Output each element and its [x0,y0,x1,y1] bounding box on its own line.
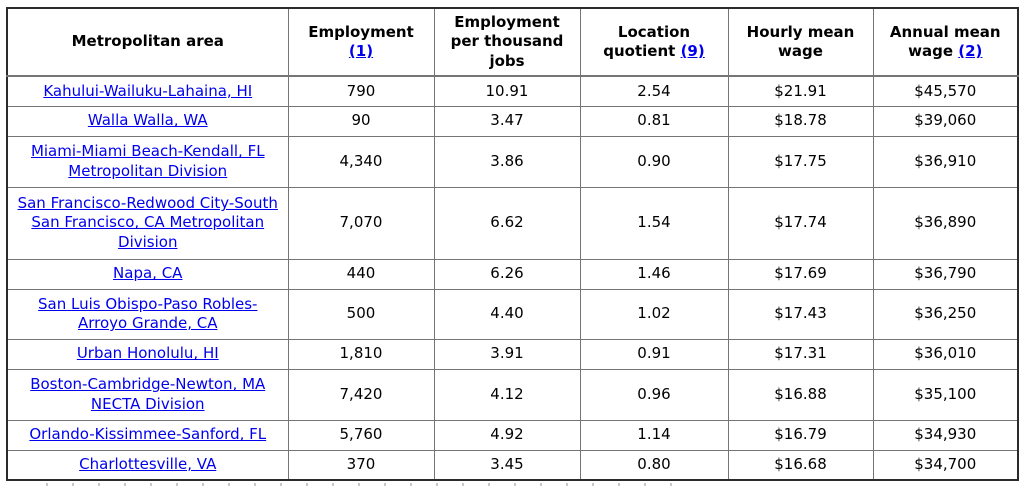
table-row: Charlottesville, VA 370 3.45 0.80 $16.68… [6,449,1019,481]
annual-wage-cell: $34,700 [872,449,1019,481]
hourly-wage-cell: $16.68 [727,449,874,481]
metro-area-cell: Orlando-Kissimmee-Sanford, FL [6,419,289,451]
metro-wage-table: Metropolitan area Employment (1) Employm… [6,7,1019,481]
table-row: San Francisco-Redwood City-South San Fra… [6,186,1019,260]
per-thousand-cell: 6.62 [433,186,581,260]
employment-cell: 1,810 [287,338,435,370]
employment-cell: 4,340 [287,135,435,188]
metro-area-link[interactable]: Napa, CA [113,264,183,283]
per-thousand-cell: 4.92 [433,419,581,451]
location-quotient-cell: 2.54 [579,75,729,107]
location-quotient-cell: 1.14 [579,419,729,451]
footnote-9-link[interactable]: (9) [680,42,705,60]
table-row: Kahului-Wailuku-Lahaina, HI 790 10.91 2.… [6,75,1019,107]
col-header-location-quotient: Location quotient (9) [579,7,729,77]
metro-area-link[interactable]: San Francisco-Redwood City-South San Fra… [17,194,278,251]
hourly-wage-cell: $16.88 [727,368,874,421]
table-row: San Luis Obispo-Paso Robles-Arroyo Grand… [6,288,1019,340]
metro-area-link[interactable]: Miami-Miami Beach-Kendall, FL Metropolit… [30,142,265,180]
annual-wage-cell: $36,910 [872,135,1019,188]
col-header-label: Hourly mean wage [746,22,855,60]
table-row: Walla Walla, WA 90 3.47 0.81 $18.78 $39,… [6,105,1019,137]
col-header-label: Metropolitan area [71,32,224,51]
col-header-employment: Employment (1) [287,7,435,77]
employment-cell: 90 [287,105,435,137]
annual-wage-cell: $36,010 [872,338,1019,370]
per-thousand-cell: 4.12 [433,368,581,421]
location-quotient-cell: 0.81 [579,105,729,137]
per-thousand-cell: 3.47 [433,105,581,137]
per-thousand-cell: 4.40 [433,288,581,340]
location-quotient-cell: 1.46 [579,258,729,290]
table-row: Miami-Miami Beach-Kendall, FL Metropolit… [6,135,1019,188]
annual-wage-cell: $36,790 [872,258,1019,290]
employment-cell: 440 [287,258,435,290]
col-header-hourly-mean-wage: Hourly mean wage [727,7,874,77]
hourly-wage-cell: $17.74 [727,186,874,260]
table-row: Boston-Cambridge-Newton, MA NECTA Divisi… [6,368,1019,421]
annual-wage-cell: $39,060 [872,105,1019,137]
location-quotient-cell: 1.02 [579,288,729,340]
per-thousand-cell: 10.91 [433,75,581,107]
hourly-wage-cell: $21.91 [727,75,874,107]
annual-wage-cell: $36,250 [872,288,1019,340]
metro-area-link[interactable]: Boston-Cambridge-Newton, MA NECTA Divisi… [30,375,266,413]
hourly-wage-cell: $17.31 [727,338,874,370]
metro-area-cell: Boston-Cambridge-Newton, MA NECTA Divisi… [6,368,289,421]
col-header-label: Annual mean wage [889,22,1001,60]
employment-cell: 500 [287,288,435,340]
hourly-wage-cell: $17.69 [727,258,874,290]
clipped-footnote-remnant [46,483,696,486]
header-row: Metropolitan area Employment (1) Employm… [6,7,1019,77]
metro-area-link[interactable]: Urban Honolulu, HI [76,344,219,363]
hourly-wage-cell: $16.79 [727,419,874,451]
metro-area-cell: Walla Walla, WA [6,105,289,137]
annual-wage-cell: $34,930 [872,419,1019,451]
metro-area-link[interactable]: Orlando-Kissimmee-Sanford, FL [29,425,267,444]
metro-area-cell: San Luis Obispo-Paso Robles-Arroyo Grand… [6,288,289,340]
metro-area-cell: Kahului-Wailuku-Lahaina, HI [6,75,289,107]
annual-wage-cell: $35,100 [872,368,1019,421]
table-row: Napa, CA 440 6.26 1.46 $17.69 $36,790 [6,258,1019,290]
col-header-label: Employment per thousand jobs [450,13,564,70]
metro-area-cell: San Francisco-Redwood City-South San Fra… [6,186,289,260]
metro-area-link[interactable]: Walla Walla, WA [87,111,208,130]
annual-wage-cell: $36,890 [872,186,1019,260]
table-row: Urban Honolulu, HI 1,810 3.91 0.91 $17.3… [6,338,1019,370]
hourly-wage-cell: $18.78 [727,105,874,137]
col-header-label: Employment [308,22,414,41]
metro-area-cell: Urban Honolulu, HI [6,338,289,370]
location-quotient-cell: 1.54 [579,186,729,260]
per-thousand-cell: 6.26 [433,258,581,290]
location-quotient-cell: 0.80 [579,449,729,481]
metro-area-link[interactable]: San Luis Obispo-Paso Robles-Arroyo Grand… [38,294,258,332]
employment-cell: 5,760 [287,419,435,451]
metro-area-cell: Napa, CA [6,258,289,290]
employment-cell: 7,420 [287,368,435,421]
metro-area-link[interactable]: Charlottesville, VA [79,455,217,474]
col-header-metro-area: Metropolitan area [6,7,289,77]
metro-area-cell: Charlottesville, VA [6,449,289,481]
hourly-wage-cell: $17.75 [727,135,874,188]
employment-cell: 7,070 [287,186,435,260]
table-row: Orlando-Kissimmee-Sanford, FL 5,760 4.92… [6,419,1019,451]
employment-cell: 370 [287,449,435,481]
col-header-annual-mean-wage: Annual mean wage (2) [872,7,1019,77]
annual-wage-cell: $45,570 [872,75,1019,107]
location-quotient-cell: 0.96 [579,368,729,421]
col-header-label: Location quotient [603,22,691,60]
footnote-2-link[interactable]: (2) [958,42,983,60]
hourly-wage-cell: $17.43 [727,288,874,340]
col-header-employment-per-thousand: Employment per thousand jobs [433,7,581,77]
employment-cell: 790 [287,75,435,107]
metro-area-link[interactable]: Kahului-Wailuku-Lahaina, HI [43,81,253,100]
footnote-1-link[interactable]: (1) [348,42,374,60]
location-quotient-cell: 0.90 [579,135,729,188]
per-thousand-cell: 3.45 [433,449,581,481]
per-thousand-cell: 3.86 [433,135,581,188]
location-quotient-cell: 0.91 [579,338,729,370]
metro-area-cell: Miami-Miami Beach-Kendall, FL Metropolit… [6,135,289,188]
per-thousand-cell: 3.91 [433,338,581,370]
